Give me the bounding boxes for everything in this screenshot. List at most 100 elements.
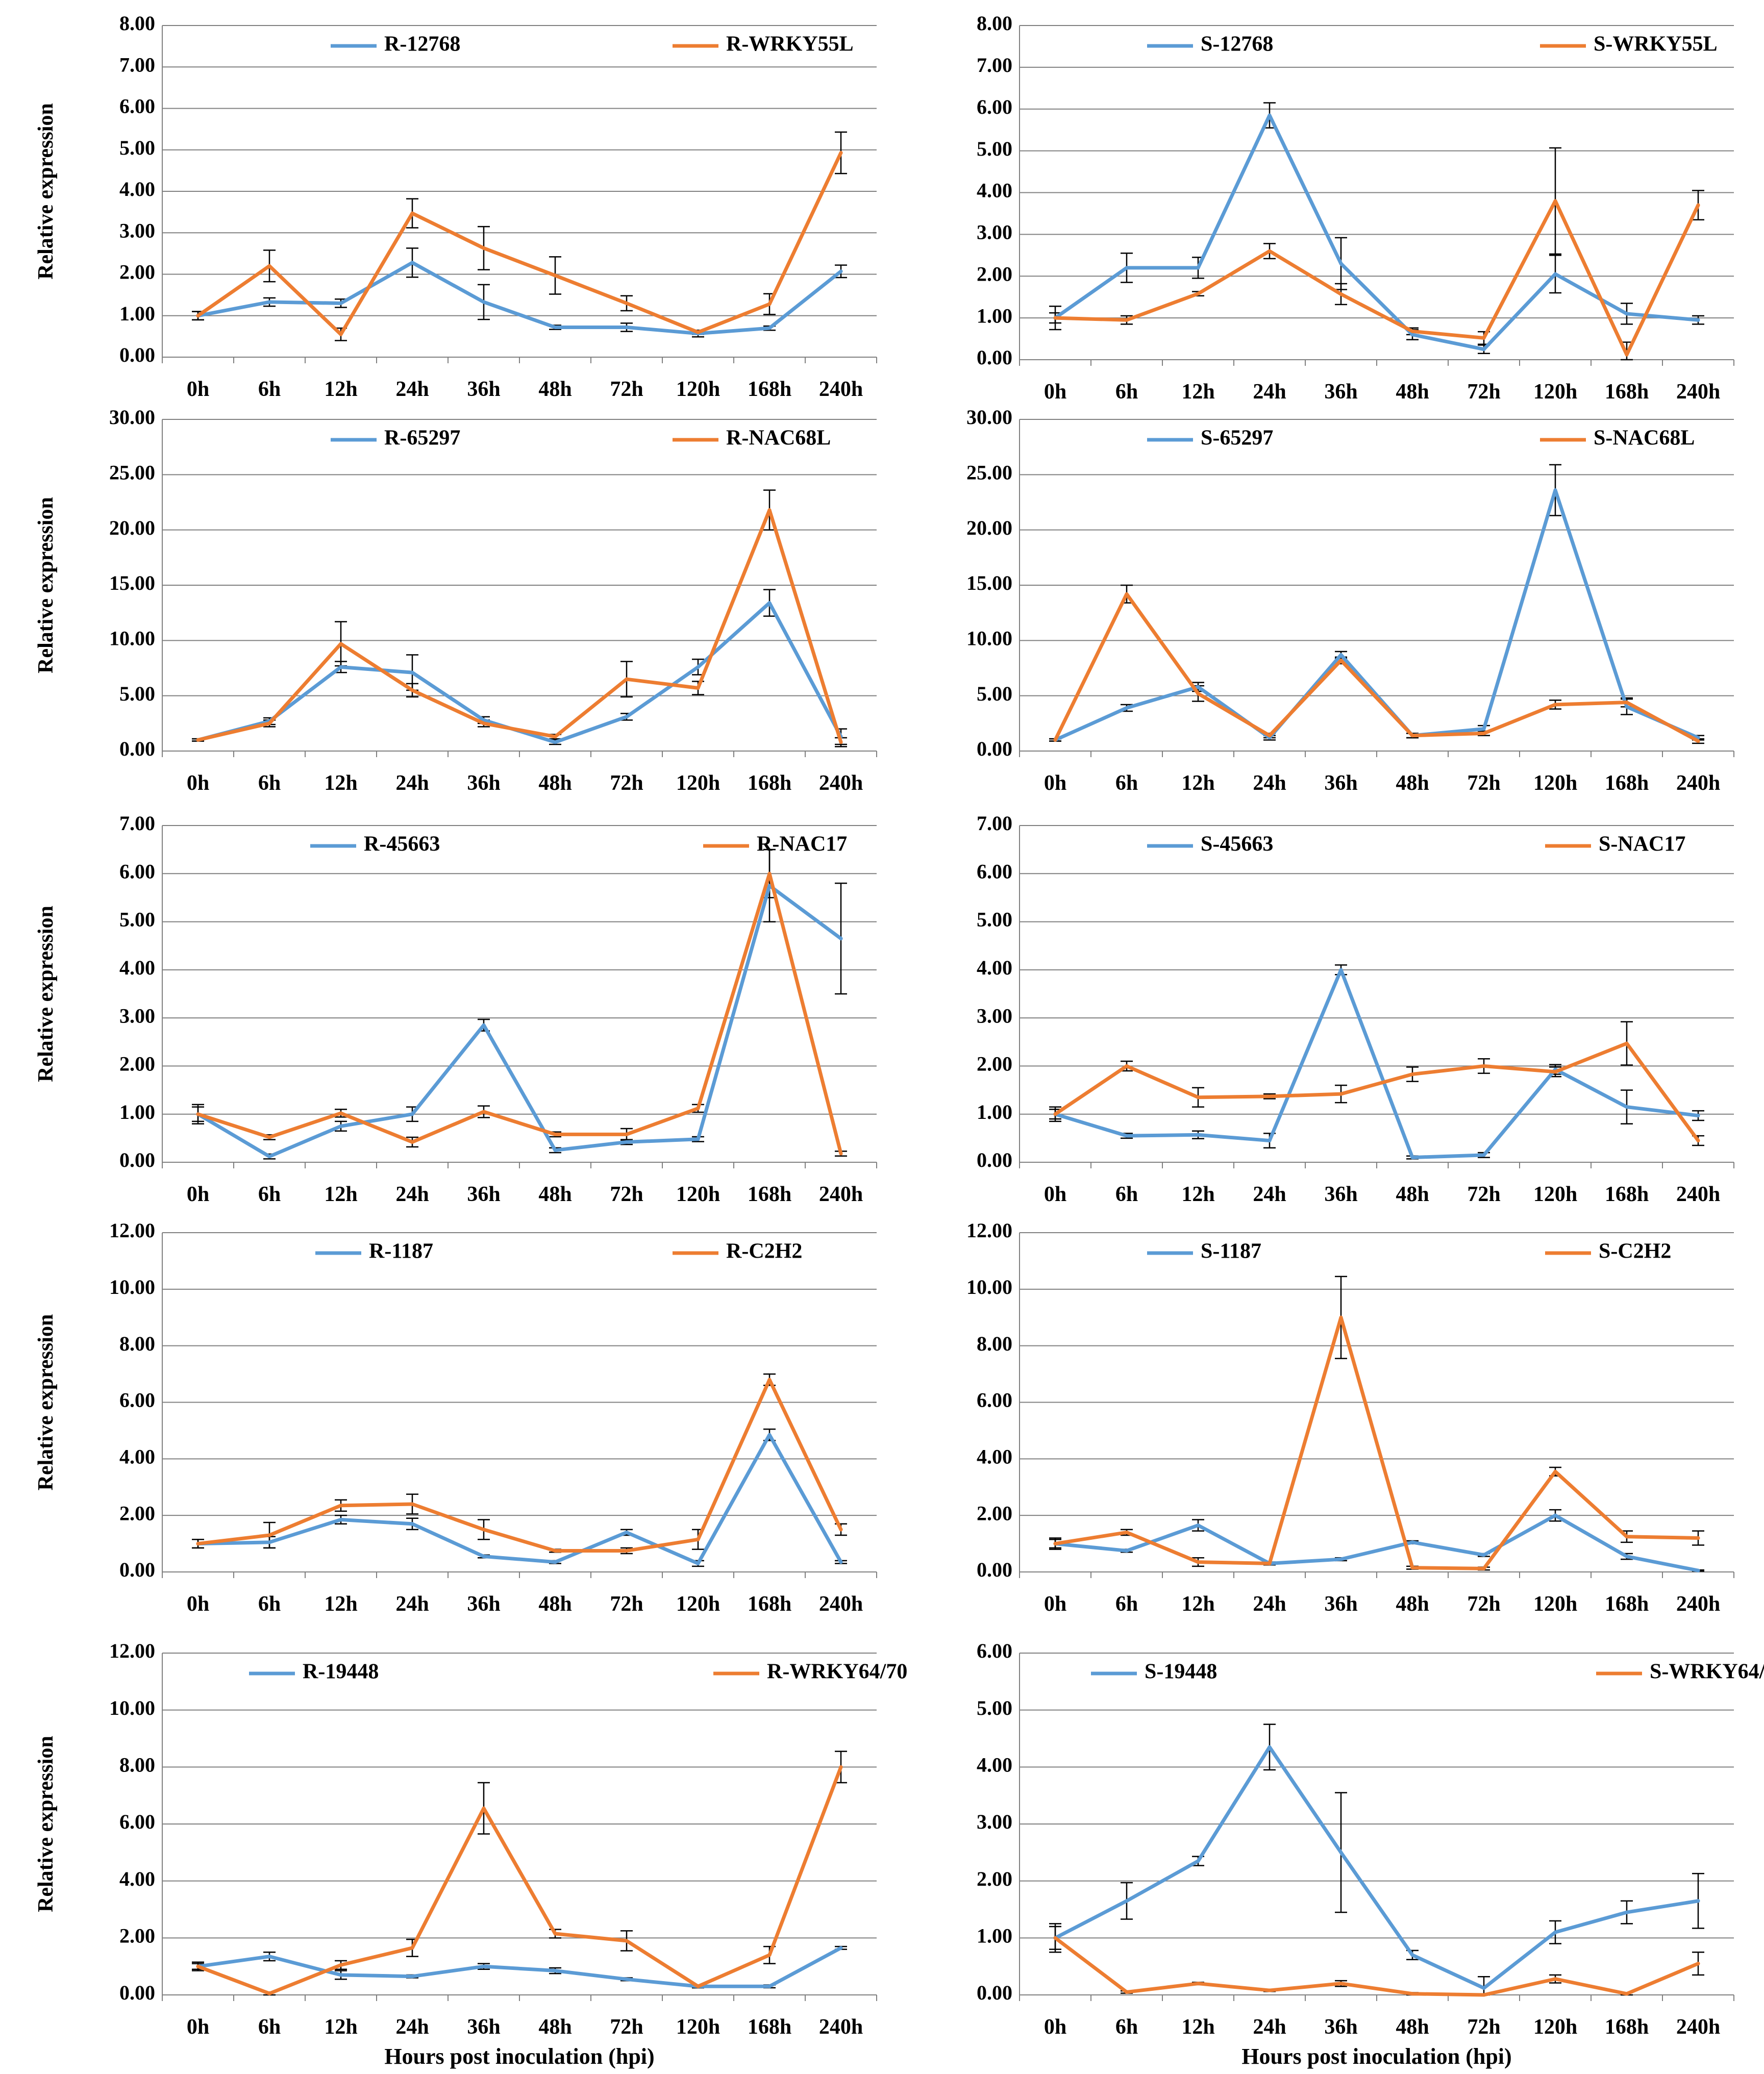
data-point xyxy=(625,1140,629,1144)
chart-panel-8: 0.00 2.00 4.00 6.00 8.00 10.00 12.00 0h 6h 12h 24h… xyxy=(966,1219,1734,1616)
data-point xyxy=(767,601,772,605)
data-point xyxy=(696,330,700,334)
x-tick-label: 6h xyxy=(1115,380,1138,404)
data-point xyxy=(553,326,557,329)
legend-label: R-19448 xyxy=(303,1660,379,1684)
data-point xyxy=(625,1977,629,1981)
data-point xyxy=(196,1542,200,1546)
data-point xyxy=(196,1964,200,1968)
y-tick-label: 2.00 xyxy=(977,1053,1012,1076)
data-point xyxy=(767,1378,772,1382)
data-point xyxy=(553,1132,557,1136)
y-tick-label: 10.00 xyxy=(109,1276,155,1298)
data-point xyxy=(482,300,486,304)
data-point xyxy=(267,721,271,726)
data-point xyxy=(1625,705,1629,709)
data-point xyxy=(1482,1986,1486,1990)
data-point xyxy=(553,273,557,278)
y-tick-label: 8.00 xyxy=(119,12,155,35)
data-point xyxy=(767,871,772,876)
x-tick-label: 168h xyxy=(748,1592,791,1616)
data-point xyxy=(1339,1315,1343,1319)
data-point xyxy=(1268,1139,1272,1143)
chart-panel-6: 0.00 1.00 2.00 3.00 4.00 5.00 6.00 7.00 0h 6h 12h 2… xyxy=(977,812,1734,1206)
data-point xyxy=(1625,1992,1629,1996)
x-tick-label: 120h xyxy=(676,378,720,401)
y-tick-label: 10.00 xyxy=(109,1696,155,1719)
y-tick-label: 2.00 xyxy=(977,1867,1012,1890)
data-point xyxy=(1553,1469,1557,1473)
data-point xyxy=(1268,249,1272,253)
y-tick-label: 6.00 xyxy=(977,1389,1012,1412)
legend: R-19448 R-WRKY64/70 xyxy=(249,1660,907,1684)
data-point xyxy=(339,1111,343,1115)
x-tick-label: 6h xyxy=(1115,1592,1138,1616)
data-point xyxy=(267,1155,271,1159)
y-tick-label: 3.00 xyxy=(977,1810,1012,1833)
data-point xyxy=(839,937,843,941)
y-tick-label: 0.00 xyxy=(977,737,1012,760)
legend-label: S-NAC68L xyxy=(1594,427,1695,450)
data-point xyxy=(1625,1105,1629,1109)
data-point xyxy=(482,721,486,726)
series-line-r-45663 xyxy=(196,884,843,1159)
x-tick-label: 168h xyxy=(748,2015,791,2039)
series-line-s-wrky64-70 xyxy=(1053,1936,1700,1997)
x-tick-label: 6h xyxy=(258,378,281,401)
x-tick-label: 0h xyxy=(1044,380,1066,404)
x-axis-title: Hours post inoculation (hpi) xyxy=(1241,2044,1511,2069)
data-point xyxy=(196,1112,200,1116)
data-point xyxy=(1053,1936,1057,1940)
x-tick-label: 36h xyxy=(467,1183,500,1206)
chart-panel-9: 0.00 2.00 4.00 6.00 8.00 10.00 12.00 0h 6h 12h 24h… xyxy=(34,1639,907,2039)
data-point xyxy=(1339,968,1343,972)
legend-label: R-NAC17 xyxy=(757,833,847,856)
x-tick-label: 240h xyxy=(1676,1592,1720,1616)
y-axis-title: Relative expression xyxy=(34,103,58,280)
series-line-r-65297 xyxy=(196,601,843,744)
legend-label: S-65297 xyxy=(1201,427,1273,450)
x-tick-label: 120h xyxy=(1533,771,1577,795)
series-line-s-65297 xyxy=(1053,488,1700,742)
y-axis-title: Relative expression xyxy=(34,1736,58,1912)
series-line-r-12768 xyxy=(196,261,843,336)
data-point xyxy=(482,246,486,250)
data-point xyxy=(696,1106,700,1110)
y-tick-label: 5.00 xyxy=(977,908,1012,931)
data-point xyxy=(1482,1153,1486,1157)
data-point xyxy=(1196,691,1200,695)
y-tick-label: 3.00 xyxy=(977,1004,1012,1027)
data-point xyxy=(553,1969,557,1973)
y-tick-label: 15.00 xyxy=(966,571,1012,594)
x-tick-label: 12h xyxy=(1181,771,1214,795)
legend-label: R-1187 xyxy=(369,1240,433,1263)
data-point xyxy=(1625,1535,1629,1539)
data-point xyxy=(1553,272,1557,276)
y-tick-label: 0.00 xyxy=(977,1558,1012,1581)
data-point xyxy=(1410,1992,1414,1996)
data-point xyxy=(1625,1910,1629,1914)
x-tick-label: 36h xyxy=(467,2015,500,2039)
x-tick-label: 120h xyxy=(1533,2015,1577,2039)
y-tick-label: 8.00 xyxy=(119,1754,155,1777)
data-point xyxy=(767,1953,772,1957)
data-point xyxy=(1696,1568,1700,1572)
data-point xyxy=(1268,1094,1272,1098)
x-tick-label: 72h xyxy=(610,2015,643,2039)
data-point xyxy=(1339,1851,1343,1855)
x-tick-label: 240h xyxy=(819,1183,863,1206)
x-tick-label: 24h xyxy=(1253,2015,1286,2039)
x-tick-label: 12h xyxy=(324,1592,357,1616)
data-point xyxy=(1125,1990,1129,1994)
x-tick-label: 168h xyxy=(1605,2015,1649,2039)
data-point xyxy=(1339,262,1343,266)
x-tick-label: 240h xyxy=(819,771,863,795)
data-point xyxy=(839,151,843,155)
data-point xyxy=(1196,685,1200,689)
data-point xyxy=(839,1946,843,1950)
data-point xyxy=(1053,1542,1057,1546)
data-point xyxy=(339,1963,343,1967)
data-point xyxy=(410,1112,414,1116)
y-tick-label: 2.00 xyxy=(119,1925,155,1947)
